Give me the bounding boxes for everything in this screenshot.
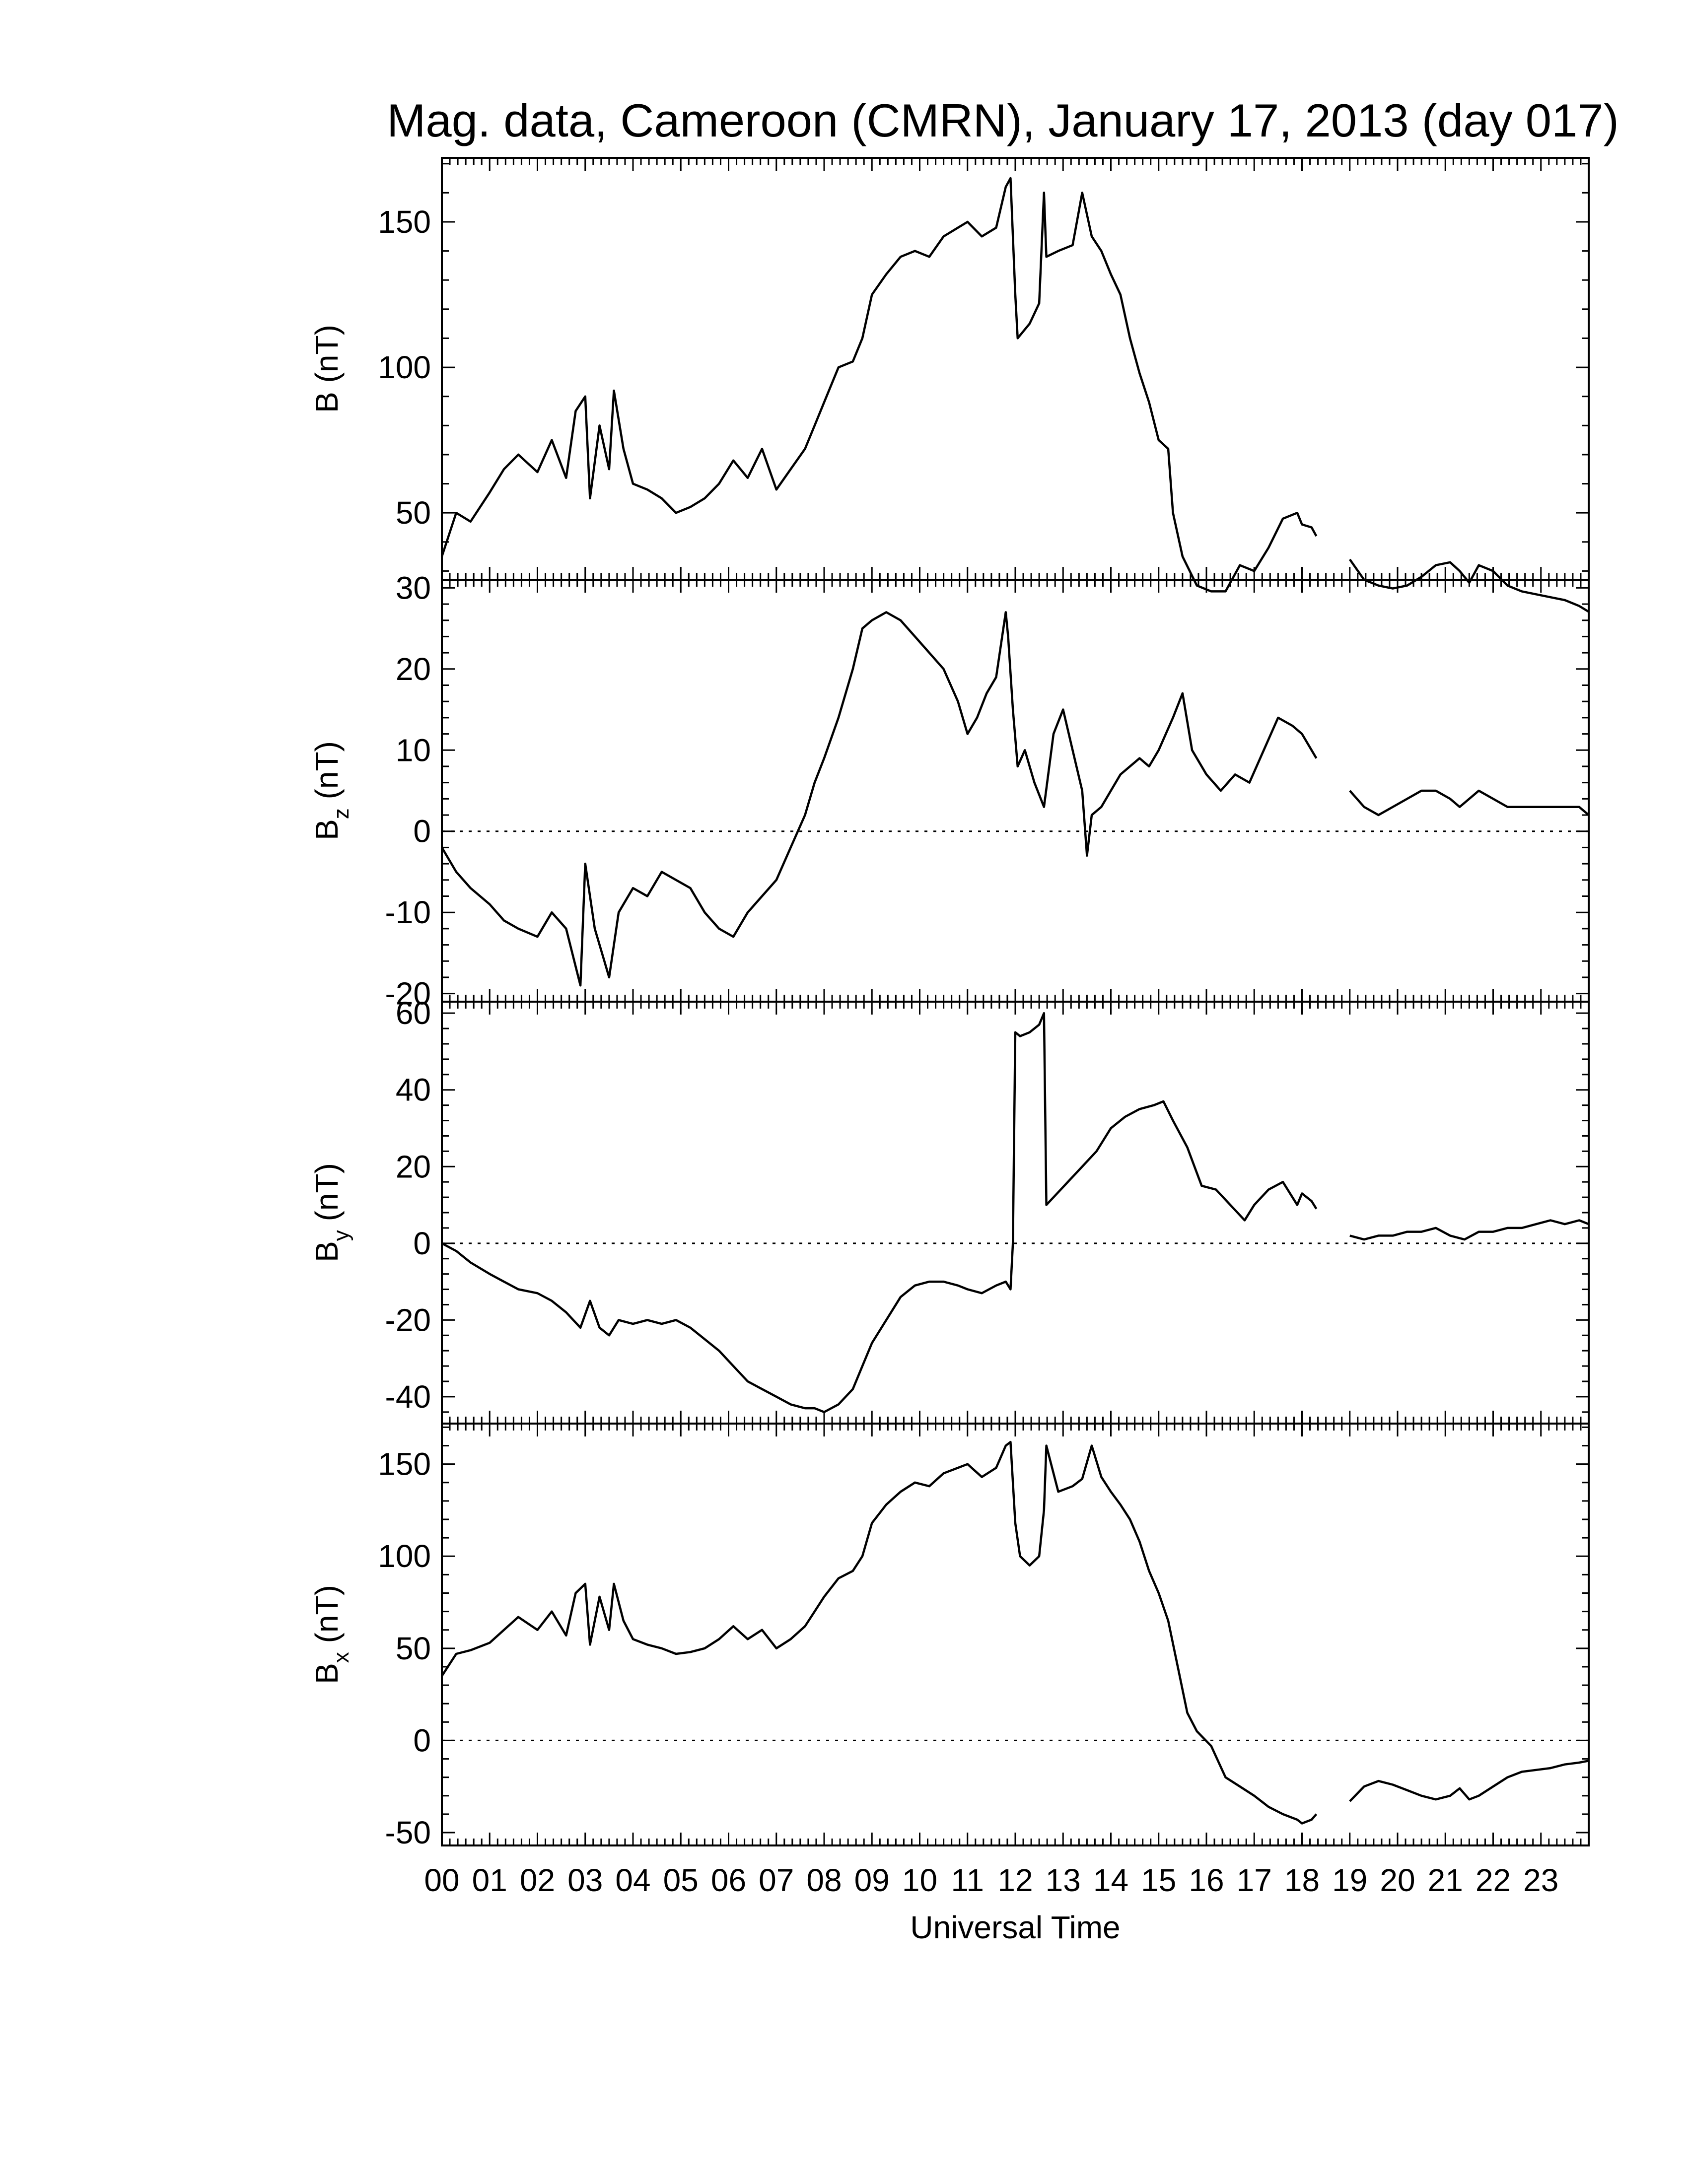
panel-2: -40 -20 0 20 40 60 By (nT) <box>309 995 1590 1425</box>
x-tick-label: 20 <box>1380 1862 1415 1898</box>
y-tick-label: 0 <box>413 1226 431 1261</box>
chart-title: Mag. data, Cameroon (CMRN), January 17, … <box>387 94 1619 146</box>
x-tick-label: 18 <box>1284 1862 1320 1898</box>
y-tick-label: -40 <box>385 1379 431 1415</box>
x-tick-label: 16 <box>1189 1862 1224 1898</box>
x-tick-label: 09 <box>854 1862 890 1898</box>
y-axis-label: B (nT) <box>309 325 345 413</box>
y-tick-label: 100 <box>378 1538 431 1574</box>
x-tick-label: 17 <box>1237 1862 1272 1898</box>
y-tick-label: -10 <box>385 894 431 930</box>
panel-1: -20 -10 0 10 20 30 Bz (nT) <box>309 570 1590 1012</box>
x-tick-label: 04 <box>615 1862 650 1898</box>
panel-frame <box>441 1423 1590 1846</box>
x-tick-label: 11 <box>951 1862 984 1898</box>
x-tick-label: 05 <box>663 1862 699 1898</box>
x-tick-label: 00 <box>424 1862 459 1898</box>
panel-3: -50 0 50 100 150 Bx (nT) <box>309 1423 1590 1850</box>
panel-0: 50 100 150 B (nT) <box>309 157 1590 613</box>
y-tick-label: 20 <box>396 1149 431 1184</box>
x-tick-label: 06 <box>711 1862 746 1898</box>
x-axis-title: Universal Time <box>910 1910 1120 1945</box>
y-tick-label: 0 <box>413 814 431 849</box>
series-line <box>1349 1219 1589 1241</box>
series-line <box>441 611 1318 987</box>
y-tick-label: -20 <box>385 1302 431 1338</box>
series-line <box>1349 789 1590 817</box>
y-tick-label: -20 <box>385 976 431 1012</box>
x-tick-label: 21 <box>1428 1862 1463 1898</box>
x-tick-label: 02 <box>520 1862 555 1898</box>
y-tick-label: 150 <box>378 204 431 240</box>
series-line <box>441 1012 1318 1414</box>
x-tick-label: 08 <box>806 1862 842 1898</box>
y-tick-label: 20 <box>396 651 431 687</box>
y-tick-label: 40 <box>396 1072 431 1108</box>
y-tick-label: 0 <box>413 1722 431 1758</box>
x-tick-label: 19 <box>1332 1862 1367 1898</box>
panel-frame <box>441 157 1590 581</box>
y-tick-label: -50 <box>385 1815 431 1850</box>
x-tick-label: 12 <box>997 1862 1033 1898</box>
x-tick-label: 15 <box>1141 1862 1176 1898</box>
x-tick-label: 10 <box>902 1862 937 1898</box>
y-tick-label: 10 <box>396 732 431 768</box>
x-tick-label: 07 <box>759 1862 794 1898</box>
y-axis-label: Bx (nT) <box>309 1585 353 1684</box>
y-tick-label: 50 <box>396 495 431 531</box>
y-tick-label: 60 <box>396 995 431 1031</box>
y-tick-label: 150 <box>378 1446 431 1482</box>
y-axis-label: By (nT) <box>309 1163 353 1262</box>
x-tick-label: 13 <box>1046 1862 1081 1898</box>
series-line <box>441 1440 1318 1825</box>
y-tick-label: 100 <box>378 349 431 385</box>
x-tick-label: 01 <box>472 1862 507 1898</box>
series-line <box>440 177 1318 593</box>
y-tick-label: 50 <box>396 1631 431 1666</box>
series-line <box>1349 1760 1589 1802</box>
x-tick-label: 23 <box>1523 1862 1558 1898</box>
x-tick-labels: 00 01 02 03 04 05 06 07 08 09 10 11 12 13 14 15 16 17 18 19… <box>424 1862 1558 1898</box>
x-tick-label: 22 <box>1476 1862 1511 1898</box>
x-tick-label: 03 <box>567 1862 603 1898</box>
y-tick-label: 30 <box>396 570 431 606</box>
x-tick-label: 14 <box>1093 1862 1128 1898</box>
y-axis-label: Bz (nT) <box>309 741 353 840</box>
